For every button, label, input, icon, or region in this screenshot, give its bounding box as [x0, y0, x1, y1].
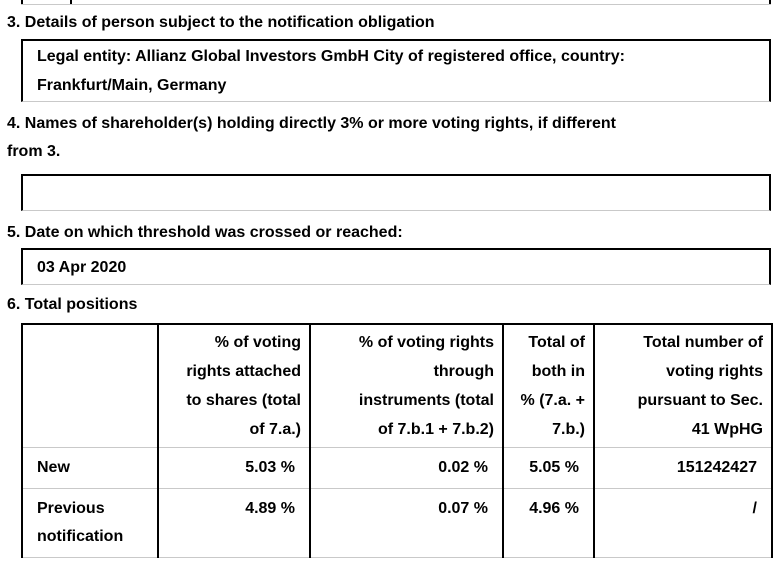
cell-value: 0.02 %	[309, 447, 504, 489]
table-border-stub	[21, 0, 23, 4]
section-6-heading: 6. Total positions	[7, 296, 138, 313]
cell-value: 4.89 %	[157, 488, 311, 558]
header-cell-empty	[21, 323, 159, 448]
section-5-value-box: 03 Apr 2020	[21, 248, 771, 285]
total-positions-table: % of voting rights attached to shares (t…	[21, 323, 773, 558]
section-4-value-box	[21, 174, 771, 211]
table-row-previous-notification: Previous notification 4.89 % 0.07 % 4.96…	[21, 488, 773, 558]
row-label: Previous notification	[21, 488, 159, 558]
cell-value: /	[593, 488, 773, 558]
section-4-heading: 4. Names of shareholder(s) holding direc…	[7, 115, 616, 160]
previous-table-remnant	[21, 0, 771, 5]
section-5-heading: 5. Date on which threshold was crossed o…	[7, 224, 403, 241]
cell-value: 5.05 %	[502, 447, 595, 489]
header-cell-total-both: Total of both in % (7.a. + 7.b.)	[502, 323, 595, 448]
cell-value: 4.96 %	[502, 488, 595, 558]
header-cell-voting-rights-shares: % of voting rights attached to shares (t…	[157, 323, 311, 448]
table-header-row: % of voting rights attached to shares (t…	[21, 323, 773, 448]
header-cell-voting-rights-instruments: % of voting rights through instruments (…	[309, 323, 504, 448]
header-cell-total-number: Total number of voting rights pursuant t…	[593, 323, 773, 448]
cell-value: 0.07 %	[309, 488, 504, 558]
cell-value: 151242427	[593, 447, 773, 489]
row-label: New	[21, 447, 159, 489]
table-border-stub	[70, 0, 72, 4]
table-border-stub	[769, 0, 771, 4]
table-row-new: New 5.03 % 0.02 % 5.05 % 151242427	[21, 447, 773, 489]
cell-value: 5.03 %	[157, 447, 311, 489]
section-3-value-box: Legal entity: Allianz Global Investors G…	[21, 39, 771, 102]
section-3-heading: 3. Details of person subject to the noti…	[7, 14, 435, 31]
